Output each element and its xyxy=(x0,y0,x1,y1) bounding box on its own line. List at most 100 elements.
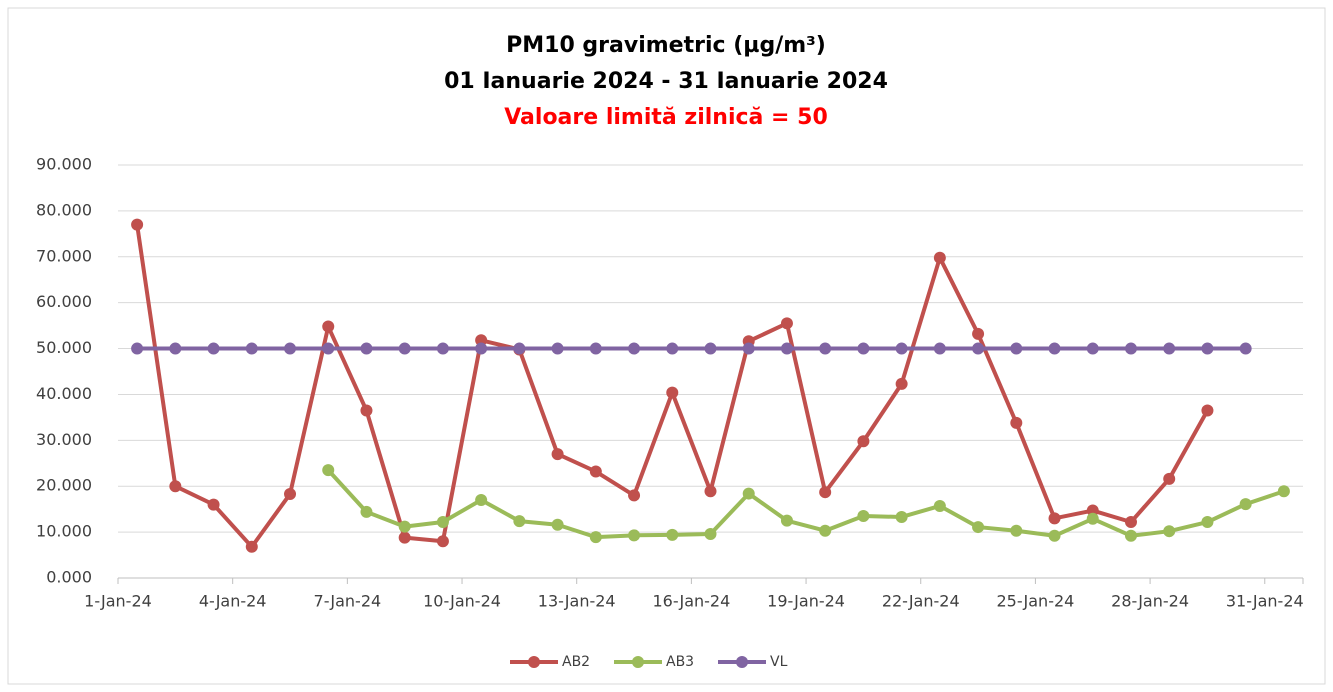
series-marker xyxy=(933,499,946,512)
legend-marker xyxy=(528,656,540,668)
series-marker xyxy=(322,342,335,355)
series-marker xyxy=(628,489,641,502)
series-marker xyxy=(819,342,832,355)
series-marker xyxy=(398,342,411,355)
series-marker xyxy=(1201,404,1214,417)
series-marker xyxy=(666,528,679,541)
series-marker xyxy=(398,520,411,533)
series-marker xyxy=(475,342,488,355)
series-marker xyxy=(628,342,641,355)
series-marker xyxy=(1163,525,1176,538)
chart-subtitle: 01 Ianuarie 2024 - 31 Ianuarie 2024 xyxy=(444,69,888,94)
series-marker xyxy=(1124,342,1137,355)
y-tick-label: 90.000 xyxy=(36,155,92,174)
series-marker xyxy=(1163,472,1176,485)
series-marker xyxy=(1201,516,1214,529)
series-marker xyxy=(742,342,755,355)
x-tick-label: 13-Jan-24 xyxy=(538,592,616,611)
series-marker xyxy=(1124,529,1137,542)
series-marker xyxy=(1010,524,1023,537)
series-marker xyxy=(475,334,488,347)
series-marker xyxy=(436,516,449,529)
series-marker xyxy=(131,218,144,231)
x-tick-label: 10-Jan-24 xyxy=(423,592,501,611)
series-marker xyxy=(628,529,641,542)
series-marker xyxy=(245,540,258,553)
series-marker xyxy=(1048,529,1061,542)
series-line xyxy=(326,468,1285,540)
legend-label: AB3 xyxy=(666,654,694,670)
series-marker xyxy=(169,480,182,493)
y-tick-label: 10.000 xyxy=(36,522,92,541)
series-marker xyxy=(704,342,717,355)
series-marker xyxy=(895,342,908,355)
series-marker xyxy=(360,505,373,518)
x-tick-label: 28-Jan-24 xyxy=(1111,592,1189,611)
series-marker xyxy=(245,342,258,355)
series-marker xyxy=(1010,416,1023,429)
series-marker xyxy=(207,342,220,355)
series-marker xyxy=(589,531,602,544)
series-marker xyxy=(704,485,717,498)
series-marker xyxy=(895,377,908,390)
series-marker xyxy=(131,342,144,355)
series-marker xyxy=(513,515,526,528)
series-marker xyxy=(360,342,373,355)
series-marker xyxy=(436,342,449,355)
series-marker xyxy=(551,342,564,355)
series-marker xyxy=(780,342,793,355)
series-marker xyxy=(972,327,985,340)
series-marker xyxy=(207,498,220,511)
series-marker xyxy=(857,435,870,448)
series-marker xyxy=(1086,342,1099,355)
legend-label: VL xyxy=(770,654,788,670)
series-marker xyxy=(972,342,985,355)
y-tick-label: 60.000 xyxy=(36,292,92,311)
x-tick-label: 4-Jan-24 xyxy=(199,592,267,611)
series-marker xyxy=(475,493,488,506)
chart-border xyxy=(7,7,1326,685)
series-marker xyxy=(1239,498,1252,511)
series-marker xyxy=(284,342,297,355)
series-marker xyxy=(819,486,832,499)
series-marker xyxy=(666,386,679,399)
series-marker xyxy=(666,342,679,355)
series-marker xyxy=(169,342,182,355)
y-tick-label: 20.000 xyxy=(36,476,92,495)
series-marker xyxy=(857,342,870,355)
series-marker xyxy=(704,527,717,540)
series-marker xyxy=(551,448,564,461)
series-marker xyxy=(322,464,335,477)
y-tick-label: 30.000 xyxy=(36,430,92,449)
x-tick-label: 19-Jan-24 xyxy=(767,592,845,611)
series-marker xyxy=(933,251,946,264)
series-marker xyxy=(589,465,602,478)
series-marker xyxy=(1048,512,1061,525)
series-marker xyxy=(933,342,946,355)
legend-label: AB2 xyxy=(562,654,590,670)
series-marker xyxy=(1124,516,1137,529)
y-tick-label: 80.000 xyxy=(36,200,92,219)
series-marker xyxy=(1201,342,1214,355)
y-tick-label: 70.000 xyxy=(36,246,92,265)
series-marker xyxy=(895,510,908,523)
x-tick-label: 31-Jan-24 xyxy=(1226,592,1304,611)
series-marker xyxy=(1277,485,1290,498)
legend-marker xyxy=(632,656,644,668)
series-marker xyxy=(780,514,793,527)
x-tick-label: 25-Jan-24 xyxy=(997,592,1075,611)
series-marker xyxy=(1010,342,1023,355)
series-marker xyxy=(780,317,793,330)
chart-title: PM10 gravimetric (µg/m³) xyxy=(506,33,826,58)
series-marker xyxy=(972,521,985,534)
series-marker xyxy=(322,320,335,333)
x-tick-label: 7-Jan-24 xyxy=(314,592,382,611)
series-marker xyxy=(1086,504,1099,517)
y-tick-label: 50.000 xyxy=(36,338,92,357)
legend-marker xyxy=(736,656,748,668)
series-marker xyxy=(398,531,411,544)
chart-annotation: Valoare limită zilnică = 50 xyxy=(504,105,828,130)
series-marker xyxy=(284,488,297,501)
y-tick-label: 40.000 xyxy=(36,384,92,403)
